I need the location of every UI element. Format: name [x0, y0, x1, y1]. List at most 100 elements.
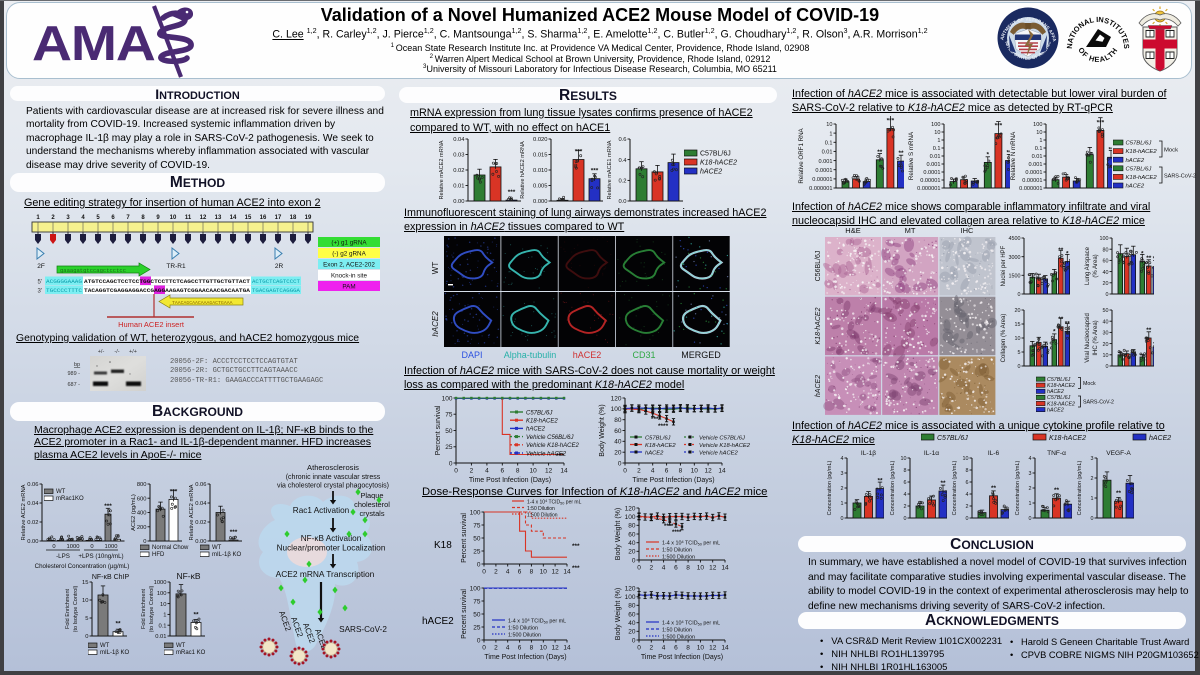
svg-text:0.005: 0.005: [533, 184, 548, 190]
svg-text:0.04: 0.04: [27, 501, 39, 507]
svg-text:CD31: CD31: [632, 350, 655, 360]
svg-text:15: 15: [82, 580, 88, 586]
svg-text:0.000: 0.000: [533, 199, 548, 205]
svg-text:0: 0: [449, 460, 453, 467]
svg-text:Relative mACE2 mRNA: Relative mACE2 mRNA: [439, 140, 445, 199]
svg-text:Percent survival: Percent survival: [461, 513, 468, 563]
svg-text:0.0: 0.0: [618, 199, 626, 205]
svg-text:0.00: 0.00: [195, 539, 206, 545]
svg-text:Relative ACE2 mRNA: Relative ACE2 mRNA: [21, 484, 27, 540]
svg-text:H&E: H&E: [845, 226, 860, 235]
svg-text:989 -: 989 -: [67, 371, 80, 377]
svg-text:0.4: 0.4: [618, 158, 627, 164]
svg-text:5: 5: [1018, 350, 1021, 356]
svg-text:75: 75: [473, 598, 481, 605]
svg-text:6: 6: [966, 480, 969, 486]
svg-text:75: 75: [445, 412, 453, 419]
svg-text:ACGGGGAAAG: ACGGGGAAAG: [46, 278, 82, 285]
svg-text:1:50 Dilution: 1:50 Dilution: [527, 506, 555, 512]
svg-text:10: 10: [826, 122, 832, 128]
svg-text:2: 2: [966, 504, 969, 510]
svg-text:Vehicle K18-hACE2: Vehicle K18-hACE2: [699, 443, 750, 449]
svg-text:19: 19: [305, 215, 312, 221]
svg-text:14: 14: [560, 468, 568, 475]
svg-text:0: 0: [482, 645, 486, 652]
svg-text:0.01: 0.01: [1032, 154, 1043, 160]
svg-text:WT: WT: [100, 643, 110, 649]
svg-text:Concentration (pg/mL): Concentration (pg/mL): [1015, 460, 1021, 515]
svg-text:1000: 1000: [105, 544, 118, 550]
svg-text:0.0001: 0.0001: [815, 168, 832, 174]
svg-text:1-4 x 104 TCID50 per mL: 1-4 x 104 TCID50 per mL: [662, 620, 720, 627]
svg-text:2: 2: [494, 645, 498, 652]
svg-text:TAACAGCAACAAAGACTGAAA: TAACAGCAACAAAGACTGAAA: [172, 300, 233, 306]
svg-text:Concentration (pg/mL): Concentration (pg/mL): [952, 460, 958, 515]
svg-text:7: 7: [126, 215, 130, 221]
svg-text:K18-hACE2: K18-hACE2: [1126, 175, 1158, 181]
svg-text:6: 6: [674, 645, 678, 652]
svg-text:12: 12: [551, 569, 559, 576]
svg-text:***: ***: [104, 503, 112, 510]
svg-text:C57BL/6J: C57BL/6J: [1047, 377, 1071, 383]
svg-text:NF-κB Activation: NF-κB Activation: [301, 534, 362, 543]
svg-text:Time Post Infection (Days): Time Post Infection (Days): [632, 477, 714, 484]
svg-text:60: 60: [614, 428, 622, 435]
svg-text:TR-R1: TR-R1: [166, 263, 186, 270]
svg-text:80: 80: [628, 603, 636, 610]
svg-text:20: 20: [614, 450, 622, 457]
svg-text:8: 8: [516, 468, 520, 475]
svg-text:**: **: [1116, 490, 1122, 497]
svg-text:1: 1: [163, 613, 166, 619]
svg-text:6: 6: [665, 468, 669, 475]
svg-text:***: ***: [591, 168, 599, 175]
svg-text:0.001: 0.001: [819, 159, 833, 165]
svg-text:Body Weight (%): Body Weight (%): [599, 404, 606, 456]
svg-text:100: 100: [442, 395, 453, 402]
svg-text:Human ACE2 insert: Human ACE2 insert: [118, 320, 185, 329]
svg-text:4: 4: [81, 215, 85, 221]
svg-text:0.2: 0.2: [618, 179, 626, 185]
svg-text:4: 4: [903, 492, 906, 498]
svg-text:MERGED: MERGED: [681, 350, 721, 360]
svg-text:4: 4: [651, 468, 655, 475]
svg-text:*: *: [1141, 251, 1144, 258]
svg-text:Relative ORF1 RNA: Relative ORF1 RNA: [798, 127, 805, 183]
svg-text:12: 12: [704, 468, 712, 475]
svg-text:100: 100: [1100, 236, 1109, 242]
svg-text:1: 1: [937, 138, 940, 144]
svg-text:10: 10: [691, 468, 699, 475]
svg-text:3: 3: [1091, 456, 1094, 462]
svg-text:10: 10: [697, 645, 705, 652]
svg-text:10: 10: [82, 598, 88, 604]
svg-text:11: 11: [185, 215, 192, 221]
svg-text:10: 10: [934, 130, 940, 136]
svg-text:0.000001: 0.000001: [809, 186, 832, 192]
svg-text:***: ***: [575, 149, 583, 156]
svg-text:12: 12: [200, 215, 207, 221]
svg-text:C56BL/6J: C56BL/6J: [815, 251, 822, 282]
svg-text:SARS-CoV-2: SARS-CoV-2: [339, 625, 387, 634]
svg-text:2R: 2R: [275, 263, 284, 270]
svg-text:13: 13: [215, 215, 222, 221]
svg-text:0.001: 0.001: [1029, 162, 1043, 168]
svg-text:1-4 x 104 TCID50 per mL: 1-4 x 104 TCID50 per mL: [527, 499, 582, 506]
svg-text:14: 14: [563, 645, 571, 652]
svg-text:14: 14: [230, 215, 237, 221]
svg-text:50: 50: [473, 611, 481, 618]
svg-text:15: 15: [1015, 322, 1021, 328]
svg-text:hACE2: hACE2: [645, 450, 664, 456]
svg-text:0.02: 0.02: [195, 520, 206, 526]
svg-text:***: ***: [230, 529, 238, 536]
svg-text:0.01: 0.01: [453, 184, 464, 190]
svg-text:Atherosclerosis: Atherosclerosis: [307, 463, 359, 472]
svg-text:**: **: [193, 612, 199, 619]
svg-text:800: 800: [137, 482, 147, 488]
svg-text:**: **: [1006, 150, 1010, 157]
svg-text:K18-hACE2: K18-hACE2: [1047, 401, 1075, 407]
svg-text:1:500 Dilution: 1:500 Dilution: [508, 632, 541, 638]
svg-text:**: **: [898, 150, 904, 157]
svg-text:12: 12: [551, 645, 559, 652]
svg-text:20: 20: [1103, 281, 1109, 287]
svg-text:0: 0: [454, 468, 458, 475]
svg-text:***: ***: [995, 123, 1003, 130]
